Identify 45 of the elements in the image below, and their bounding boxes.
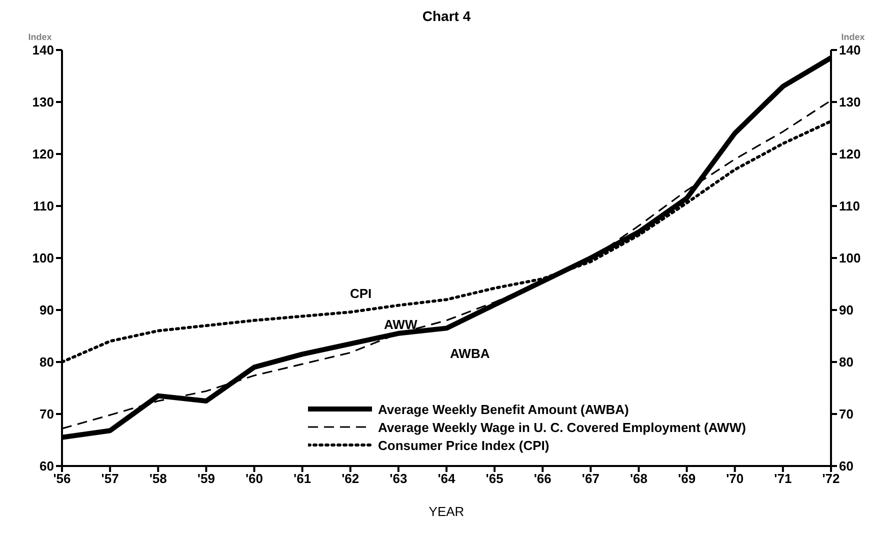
x-tick-label: '72 xyxy=(822,471,840,486)
chart-title: Chart 4 xyxy=(421,8,472,26)
x-tick-label: '63 xyxy=(390,471,408,486)
x-tick-label: '67 xyxy=(582,471,600,486)
y2-tick-label: 60 xyxy=(839,458,854,474)
annotation: CPI xyxy=(350,286,372,301)
annotation: AWW xyxy=(384,317,418,332)
legend-label: Average Weekly Wage in U. C. Covered Employment (AWW) xyxy=(378,420,746,434)
x-tick-label: '59 xyxy=(197,471,215,486)
x-tick-label: '56 xyxy=(53,471,71,486)
y-tick-label: 100 xyxy=(32,250,54,266)
y-tick-label: 90 xyxy=(40,302,54,318)
y2-tick-label: 70 xyxy=(839,406,854,422)
x-tick-label: '70 xyxy=(726,471,744,486)
y-tick-label: 110 xyxy=(33,198,54,214)
y-tick-label: 60 xyxy=(40,458,54,474)
y2-axis-title: Index xyxy=(841,32,865,42)
legend-label: Consumer Price Index (CPI) xyxy=(378,438,550,452)
y-tick-label: 140 xyxy=(32,42,54,58)
x-tick-label: '66 xyxy=(534,471,552,486)
y-tick-label: 70 xyxy=(40,406,54,422)
x-tick-label: '57 xyxy=(101,471,119,486)
y2-tick-label: 100 xyxy=(839,250,861,266)
x-tick-label: '68 xyxy=(630,471,648,486)
x-tick-label: '65 xyxy=(486,471,504,486)
x-tick-label: '69 xyxy=(678,471,696,486)
legend-label: Average Weekly Benefit Amount (AWBA) xyxy=(378,402,629,416)
y2-tick-label: 130 xyxy=(839,94,861,110)
x-tick-label: '58 xyxy=(149,471,167,486)
y-axis-title: Index xyxy=(28,32,52,42)
y2-tick-label: 90 xyxy=(839,302,854,318)
y-tick-label: 120 xyxy=(32,146,54,162)
x-tick-label: '60 xyxy=(245,471,264,486)
y-tick-label: 130 xyxy=(32,94,54,110)
x-tick-label: '61 xyxy=(294,471,312,486)
y2-tick-label: 80 xyxy=(839,354,854,370)
annotation: AWBA xyxy=(450,346,490,361)
x-axis-title: YEAR xyxy=(428,504,464,519)
x-tick-label: '64 xyxy=(438,471,456,486)
y2-tick-label: 140 xyxy=(839,42,861,58)
y2-tick-label: 110 xyxy=(839,198,860,214)
y-tick-label: 80 xyxy=(40,354,54,370)
x-tick-label: '71 xyxy=(774,471,792,486)
y2-tick-label: 120 xyxy=(839,146,861,162)
x-tick-label: '62 xyxy=(342,471,360,486)
